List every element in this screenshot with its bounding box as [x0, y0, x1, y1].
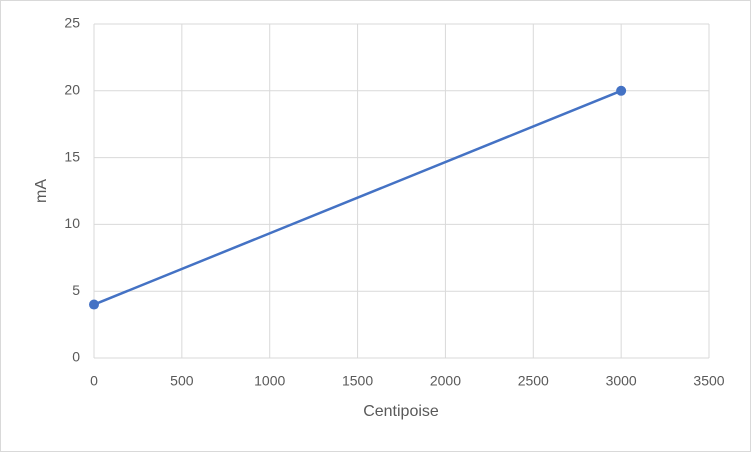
y-tick-label: 5 — [72, 282, 80, 298]
y-tick-label: 10 — [64, 215, 80, 231]
y-axis-title: mA — [33, 179, 50, 203]
x-tick-label: 2500 — [518, 373, 549, 389]
x-axis-title: Centipoise — [363, 403, 439, 420]
data-point — [616, 85, 627, 96]
y-tick-label: 20 — [64, 82, 80, 98]
x-tick-label: 3500 — [693, 373, 724, 389]
x-tick-label: 2000 — [430, 373, 461, 389]
y-tick-label: 15 — [64, 148, 80, 164]
series-line — [93, 89, 622, 306]
y-tick-label: 25 — [64, 15, 80, 31]
x-tick-label: 1500 — [342, 373, 373, 389]
data-point — [89, 299, 99, 310]
x-tick-label: 3000 — [606, 373, 637, 389]
x-tick-label: 0 — [90, 373, 98, 389]
x-tick-label: 1000 — [254, 373, 285, 389]
x-tick-label: 500 — [170, 373, 194, 389]
y-tick-label: 0 — [72, 349, 80, 365]
